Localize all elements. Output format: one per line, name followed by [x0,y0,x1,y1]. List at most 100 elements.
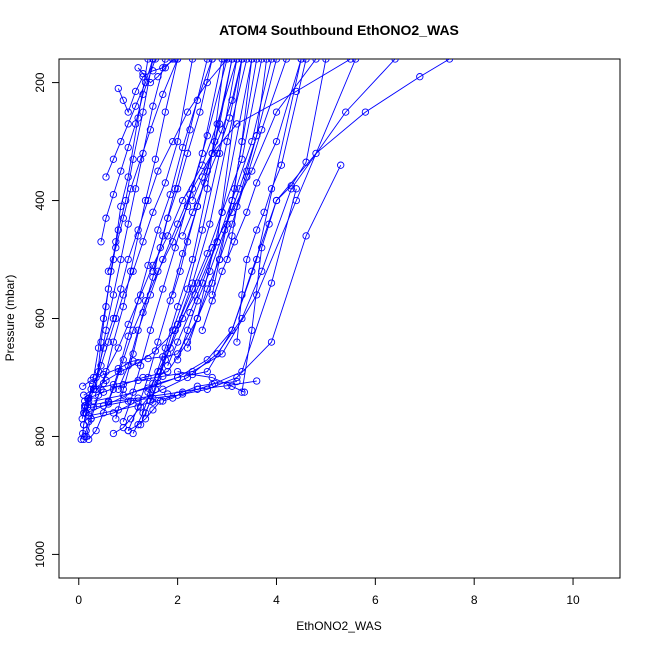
data-point [149,59,157,63]
series-line [100,59,156,242]
data-point [215,120,224,128]
data-point [203,356,211,364]
data-point [156,244,164,252]
data-point [267,59,276,63]
data-point [117,285,125,293]
data-point [178,196,187,205]
data-point [312,59,320,63]
data-point [114,344,122,352]
data-point [258,59,266,63]
data-point [79,429,87,438]
data-point [287,182,295,190]
data-point [102,214,110,222]
data-point [248,267,256,275]
data-point [215,149,224,158]
data-point [136,362,145,370]
data-point [139,70,147,78]
data-point [114,84,122,93]
data-point [149,273,157,281]
data-point [233,59,241,63]
data-point [134,376,142,385]
series-line [117,59,176,114]
data-point [117,255,125,264]
y-tick-label: 200 [33,72,47,92]
data-point [218,59,226,63]
series-line [107,59,213,402]
data-point [89,385,98,393]
data-point [203,167,211,175]
series-line [117,59,351,390]
data-point [265,220,273,228]
series-profile [208,59,256,299]
data-point [183,108,192,116]
data-point [169,394,177,402]
data-point [82,409,90,417]
data-point [124,332,132,340]
series-profile [104,59,182,275]
data-point [228,382,236,390]
data-point [127,415,135,423]
data-point [109,429,118,438]
data-point [136,155,145,163]
data-point [253,377,261,385]
series-line [113,394,151,434]
series-line [241,59,327,393]
data-point [183,326,192,334]
data-point [218,208,226,216]
series-profile [77,380,97,444]
data-point [129,267,137,275]
data-point [193,96,202,104]
data-point [198,279,206,287]
data-point [206,267,214,275]
data-point [188,370,197,379]
plot-frame [58,58,621,579]
series-line [84,165,342,409]
series-profile [114,59,355,393]
data-point [129,155,137,163]
x-axis-label: EthONO2_WAS [296,619,382,633]
data-point [124,397,132,405]
data-point [193,297,202,305]
data-point [235,185,244,193]
y-axis: 200 400 600 800 1000 [33,72,60,568]
data-point [220,226,229,234]
data-point [164,367,172,376]
series-profile [233,59,310,346]
data-point [104,267,113,275]
data-point [119,391,127,399]
data-point [220,59,229,63]
data-point [124,255,132,264]
data-point [188,255,197,264]
data-point [102,173,110,181]
data-point [173,137,182,146]
series-line [182,59,243,237]
data-point [173,356,182,364]
data-point [102,303,110,311]
y-tick-label: 1000 [33,541,47,568]
data-point [109,314,118,323]
data-point [159,90,167,99]
data-point [80,409,88,417]
series-profile [81,59,246,405]
data-point [154,367,162,376]
data-point [342,108,350,116]
series-line [201,59,302,331]
data-point [117,137,125,146]
data-point [173,338,182,346]
data-point [208,149,216,158]
series-profile [149,59,216,275]
data-point [203,249,211,258]
data-point [228,220,236,228]
data-point [173,220,182,228]
data-point [127,267,135,275]
data-point [203,367,211,376]
data-point [164,350,172,358]
y-tick-label: 600 [33,308,47,328]
data-point [203,59,211,63]
data-point [183,338,192,346]
data-point [169,238,177,246]
data-point [89,373,98,382]
data-point [272,108,281,116]
data-point [164,362,172,370]
data-point [107,267,115,275]
